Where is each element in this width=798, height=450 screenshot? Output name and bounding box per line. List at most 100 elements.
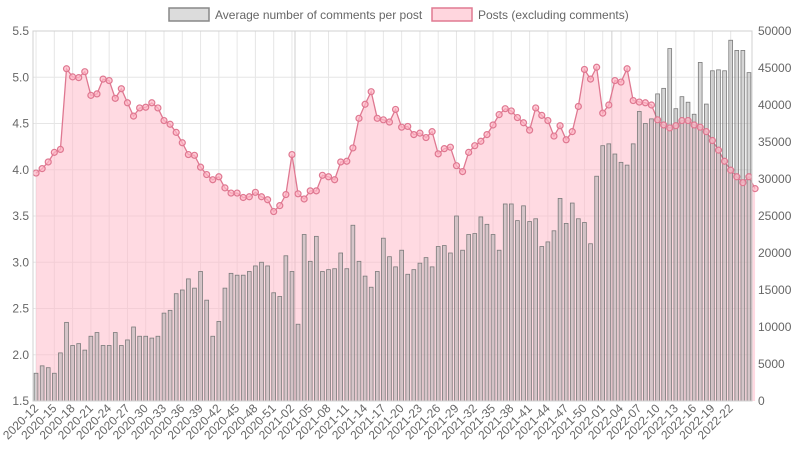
posts-point[interactable]	[312, 187, 320, 195]
posts-point[interactable]	[190, 151, 199, 159]
posts-point[interactable]	[647, 101, 656, 109]
posts-point[interactable]	[50, 148, 58, 156]
comments-bar[interactable]	[271, 292, 276, 402]
legend-swatch-comments[interactable]	[168, 7, 210, 22]
posts-point[interactable]	[678, 116, 686, 125]
posts-point[interactable]	[270, 207, 278, 216]
posts-point[interactable]	[507, 107, 515, 115]
comments-bar[interactable]	[295, 323, 301, 402]
posts-point[interactable]	[324, 173, 333, 181]
posts-point[interactable]	[751, 185, 759, 193]
posts-point[interactable]	[44, 158, 52, 166]
posts-point[interactable]	[373, 114, 381, 122]
comments-bar[interactable]	[509, 203, 514, 402]
legend-label-posts[interactable]: Posts (excluding comments)	[478, 8, 629, 22]
comments-bar[interactable]	[655, 93, 660, 402]
comments-bar[interactable]	[307, 260, 313, 402]
comments-bar[interactable]	[143, 335, 149, 402]
comments-bar[interactable]	[454, 215, 459, 402]
posts-point[interactable]	[745, 173, 753, 181]
posts-point[interactable]	[56, 145, 65, 153]
comments-bar[interactable]	[137, 335, 142, 402]
comments-bar[interactable]	[338, 252, 343, 402]
comments-bar[interactable]	[527, 221, 532, 402]
posts-point[interactable]	[233, 189, 241, 197]
posts-point[interactable]	[257, 193, 266, 201]
comments-bar[interactable]	[600, 145, 606, 402]
comments-bar[interactable]	[630, 143, 636, 402]
comments-bar[interactable]	[253, 265, 258, 402]
comments-bar[interactable]	[442, 245, 447, 402]
posts-point[interactable]	[660, 121, 668, 129]
posts-point[interactable]	[739, 179, 747, 187]
posts-point[interactable]	[178, 139, 186, 147]
posts-point[interactable]	[276, 202, 284, 210]
comments-bar[interactable]	[435, 246, 441, 402]
comments-bar[interactable]	[502, 203, 508, 402]
comments-bar[interactable]	[423, 257, 429, 402]
posts-point[interactable]	[32, 169, 40, 177]
comments-bar[interactable]	[661, 87, 666, 402]
comments-bar[interactable]	[685, 101, 691, 402]
posts-point[interactable]	[306, 187, 314, 195]
comments-bar[interactable]	[125, 339, 130, 402]
posts-point[interactable]	[666, 124, 674, 132]
comments-bar[interactable]	[667, 48, 673, 402]
comments-bar[interactable]	[119, 345, 124, 402]
comments-bar[interactable]	[173, 293, 179, 402]
posts-point[interactable]	[708, 136, 716, 145]
posts-point[interactable]	[81, 68, 89, 76]
posts-point[interactable]	[172, 128, 180, 136]
comments-bar[interactable]	[33, 372, 39, 402]
comments-bar[interactable]	[155, 335, 161, 402]
posts-point[interactable]	[136, 104, 144, 112]
comments-bar[interactable]	[112, 332, 118, 402]
posts-point[interactable]	[245, 193, 253, 201]
comments-bar[interactable]	[161, 312, 167, 402]
posts-point[interactable]	[343, 157, 351, 165]
posts-point[interactable]	[720, 157, 729, 165]
comments-bar[interactable]	[387, 256, 392, 402]
posts-point[interactable]	[349, 144, 357, 152]
posts-point[interactable]	[410, 131, 418, 139]
posts-point[interactable]	[452, 162, 461, 170]
posts-point[interactable]	[434, 150, 442, 158]
posts-point[interactable]	[160, 116, 168, 125]
posts-point[interactable]	[416, 129, 424, 137]
posts-point[interactable]	[702, 128, 710, 136]
posts-point[interactable]	[501, 105, 509, 113]
comments-bar[interactable]	[582, 222, 587, 402]
comments-bar[interactable]	[186, 278, 191, 402]
posts-point[interactable]	[215, 173, 223, 181]
posts-point[interactable]	[209, 176, 217, 184]
comments-bar[interactable]	[167, 309, 173, 402]
posts-point[interactable]	[727, 166, 735, 174]
posts-point[interactable]	[556, 122, 564, 130]
comments-bar[interactable]	[612, 153, 618, 402]
comments-bar[interactable]	[301, 234, 307, 402]
comments-bar[interactable]	[76, 343, 81, 402]
posts-point[interactable]	[733, 173, 741, 181]
comments-bar[interactable]	[240, 274, 246, 402]
comments-bar[interactable]	[490, 234, 496, 402]
comments-bar[interactable]	[192, 287, 197, 402]
comments-bar[interactable]	[722, 70, 727, 402]
comments-bar[interactable]	[716, 69, 721, 402]
posts-point[interactable]	[282, 190, 290, 199]
posts-point[interactable]	[422, 133, 430, 142]
posts-point[interactable]	[300, 195, 308, 203]
comments-bar[interactable]	[289, 271, 295, 402]
comments-bar[interactable]	[673, 108, 679, 402]
posts-point[interactable]	[684, 116, 692, 125]
comments-bar[interactable]	[740, 50, 746, 402]
posts-point[interactable]	[251, 188, 260, 196]
comments-bar[interactable]	[320, 271, 325, 402]
comments-bar[interactable]	[710, 70, 715, 402]
comments-bar[interactable]	[362, 275, 368, 402]
posts-point[interactable]	[184, 150, 192, 159]
posts-point[interactable]	[568, 128, 576, 136]
posts-point[interactable]	[355, 114, 363, 122]
comments-bar[interactable]	[179, 289, 185, 402]
posts-point[interactable]	[532, 104, 540, 112]
comments-bar[interactable]	[417, 262, 423, 402]
